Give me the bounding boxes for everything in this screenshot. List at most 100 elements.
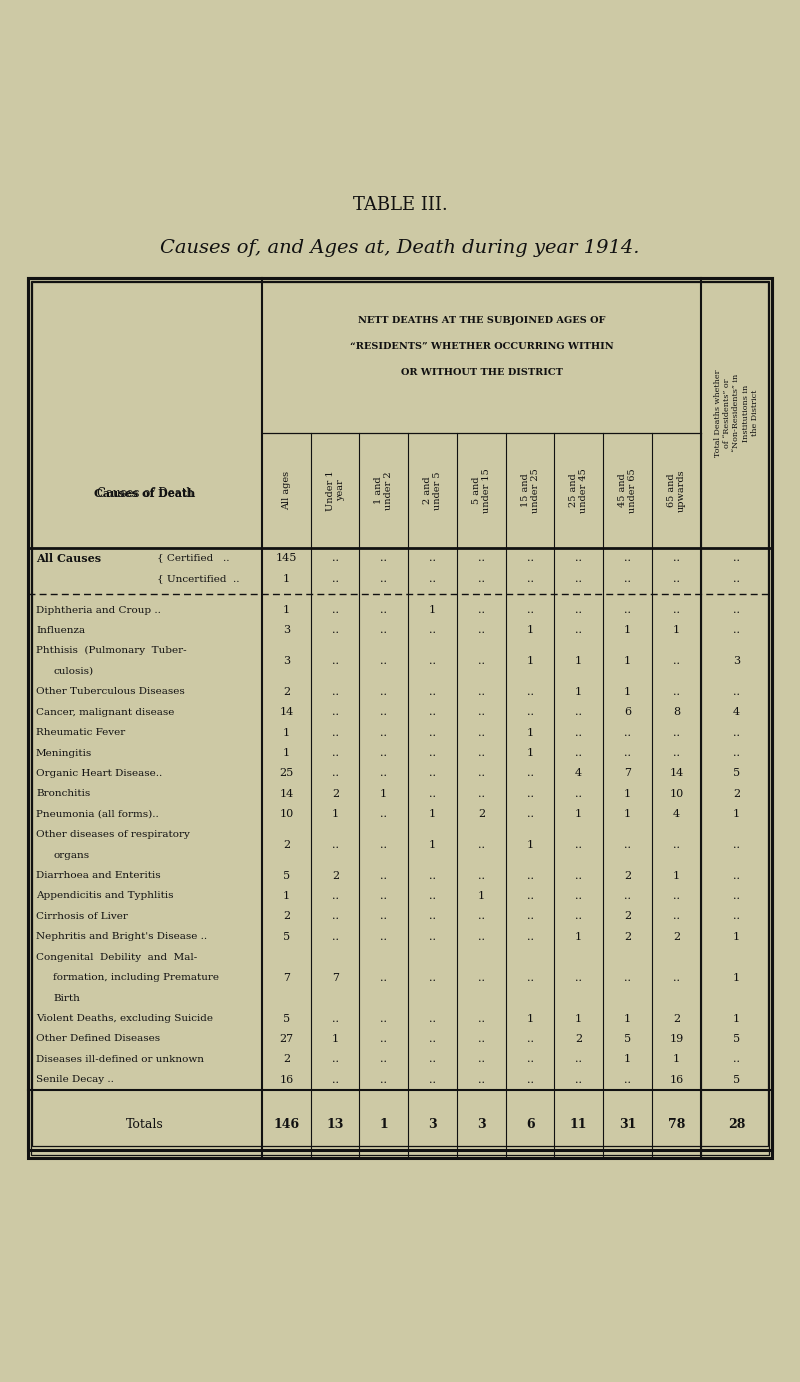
Text: ..: .. xyxy=(575,789,582,799)
Text: Under 1
year: Under 1 year xyxy=(326,470,345,511)
Text: ..: .. xyxy=(575,871,582,880)
Text: ..: .. xyxy=(429,727,436,738)
Text: 1: 1 xyxy=(673,626,680,636)
Text: ..: .. xyxy=(478,574,485,583)
Text: 25: 25 xyxy=(279,768,294,778)
Text: ..: .. xyxy=(478,1075,485,1085)
Text: Phthisis  (Pulmonary  Tuber-: Phthisis (Pulmonary Tuber- xyxy=(36,647,186,655)
Text: ..: .. xyxy=(332,605,339,615)
Text: OR WITHOUT THE DISTRICT: OR WITHOUT THE DISTRICT xyxy=(401,368,562,376)
Text: 1: 1 xyxy=(332,1034,339,1043)
Text: ..: .. xyxy=(332,891,339,901)
Text: ..: .. xyxy=(332,931,339,941)
Text: 1: 1 xyxy=(527,1013,534,1024)
Text: ..: .. xyxy=(673,727,680,738)
Text: 2: 2 xyxy=(673,931,680,941)
Text: ..: .. xyxy=(733,553,740,564)
Text: ..: .. xyxy=(380,810,387,820)
Text: ..: .. xyxy=(733,748,740,757)
Text: Cirrhosis of Liver: Cirrhosis of Liver xyxy=(36,912,128,920)
Text: ..: .. xyxy=(380,931,387,941)
Text: 1: 1 xyxy=(624,789,631,799)
Text: 1: 1 xyxy=(283,605,290,615)
Text: Rheumatic Fever: Rheumatic Fever xyxy=(36,728,126,737)
Text: 2: 2 xyxy=(733,789,740,799)
Text: { Uncertified  ..: { Uncertified .. xyxy=(157,574,239,583)
Text: Birth: Birth xyxy=(53,994,80,1002)
Text: 1: 1 xyxy=(575,656,582,666)
Text: TABLE III.: TABLE III. xyxy=(353,196,447,214)
Text: 1: 1 xyxy=(283,891,290,901)
Text: 5: 5 xyxy=(733,1075,740,1085)
Text: ..: .. xyxy=(673,973,680,983)
Text: 1: 1 xyxy=(380,789,387,799)
Text: 1: 1 xyxy=(624,1054,631,1064)
Text: Causes of Death: Causes of Death xyxy=(97,486,194,499)
Text: 4: 4 xyxy=(733,708,740,717)
Text: ..: .. xyxy=(429,891,436,901)
Text: 2: 2 xyxy=(624,871,631,880)
Text: ..: .. xyxy=(380,727,387,738)
Text: 146: 146 xyxy=(274,1118,299,1130)
Text: ..: .. xyxy=(478,708,485,717)
Text: 6: 6 xyxy=(624,708,631,717)
Text: ..: .. xyxy=(332,626,339,636)
Text: Meningitis: Meningitis xyxy=(36,749,92,757)
Text: 1: 1 xyxy=(527,626,534,636)
Text: ..: .. xyxy=(429,1054,436,1064)
Text: ..: .. xyxy=(478,1054,485,1064)
Text: ..: .. xyxy=(673,553,680,564)
Text: ..: .. xyxy=(575,891,582,901)
Text: 14: 14 xyxy=(670,768,683,778)
Text: ..: .. xyxy=(332,656,339,666)
Text: Causes of, and Ages at, Death during year 1914.: Causes of, and Ages at, Death during yea… xyxy=(160,239,640,257)
Text: ..: .. xyxy=(575,911,582,922)
Text: 1: 1 xyxy=(527,748,534,757)
Text: ..: .. xyxy=(733,1054,740,1064)
Text: ..: .. xyxy=(478,768,485,778)
Text: Influenza: Influenza xyxy=(36,626,85,634)
Text: ..: .. xyxy=(429,708,436,717)
Text: 16: 16 xyxy=(279,1075,294,1085)
Text: 1: 1 xyxy=(575,931,582,941)
Text: ..: .. xyxy=(527,1075,534,1085)
Text: 8: 8 xyxy=(673,708,680,717)
Text: 1: 1 xyxy=(575,810,582,820)
Text: Cancer, malignant disease: Cancer, malignant disease xyxy=(36,708,174,717)
Text: ..: .. xyxy=(478,687,485,697)
Text: ..: .. xyxy=(429,626,436,636)
Bar xyxy=(31,281,769,1155)
Text: organs: organs xyxy=(53,851,89,860)
Text: ..: .. xyxy=(733,574,740,583)
Text: ..: .. xyxy=(575,1054,582,1064)
Text: ..: .. xyxy=(527,553,534,564)
Text: ..: .. xyxy=(478,911,485,922)
Text: Diarrhoea and Enteritis: Diarrhoea and Enteritis xyxy=(36,871,161,880)
Text: 3: 3 xyxy=(283,656,290,666)
Text: ..: .. xyxy=(429,748,436,757)
Text: ..: .. xyxy=(673,574,680,583)
Text: ..: .. xyxy=(527,810,534,820)
Text: 14: 14 xyxy=(279,789,294,799)
Text: 13: 13 xyxy=(326,1118,344,1130)
Text: ..: .. xyxy=(673,605,680,615)
Text: All Causes: All Causes xyxy=(36,553,101,564)
Text: ..: .. xyxy=(332,840,339,850)
Text: 5: 5 xyxy=(283,1013,290,1024)
Text: 10: 10 xyxy=(279,810,294,820)
Text: 2: 2 xyxy=(624,931,631,941)
Text: “RESIDENTS” WHETHER OCCURRING WITHIN: “RESIDENTS” WHETHER OCCURRING WITHIN xyxy=(350,341,614,351)
Text: ..: .. xyxy=(478,748,485,757)
Text: ..: .. xyxy=(624,748,631,757)
Text: ..: .. xyxy=(478,931,485,941)
Text: 1: 1 xyxy=(575,687,582,697)
Text: 1: 1 xyxy=(283,748,290,757)
Text: Causes of Death: Causes of Death xyxy=(94,488,196,499)
Text: 10: 10 xyxy=(670,789,683,799)
Text: ..: .. xyxy=(380,871,387,880)
Text: 7: 7 xyxy=(332,973,339,983)
Text: Bronchitis: Bronchitis xyxy=(36,789,90,799)
Text: ..: .. xyxy=(429,656,436,666)
Text: 65 and
upwards: 65 and upwards xyxy=(666,468,686,511)
Text: 2: 2 xyxy=(673,1013,680,1024)
